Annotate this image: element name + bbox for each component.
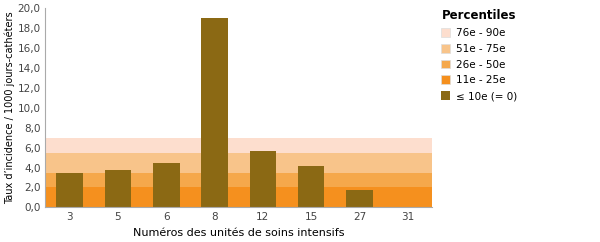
Bar [153, 163, 179, 207]
Bar [104, 170, 131, 207]
Bar [346, 190, 373, 207]
Bar [46, 188, 432, 207]
Bar [46, 173, 432, 188]
Bar [56, 173, 83, 207]
Bar [46, 153, 432, 173]
Y-axis label: Taux d’incidence / 1000 jours-cathéters: Taux d’incidence / 1000 jours-cathéters [4, 11, 14, 204]
Bar [46, 138, 432, 153]
Bar [298, 166, 325, 207]
Bar [201, 18, 228, 207]
X-axis label: Numéros des unités de soins intensifs: Numéros des unités de soins intensifs [133, 228, 344, 238]
Bar [250, 151, 276, 207]
Legend: 76e - 90e, 51e - 75e, 26e - 50e, 11e - 25e, ≤ 10e (= 0): 76e - 90e, 51e - 75e, 26e - 50e, 11e - 2… [441, 9, 517, 101]
